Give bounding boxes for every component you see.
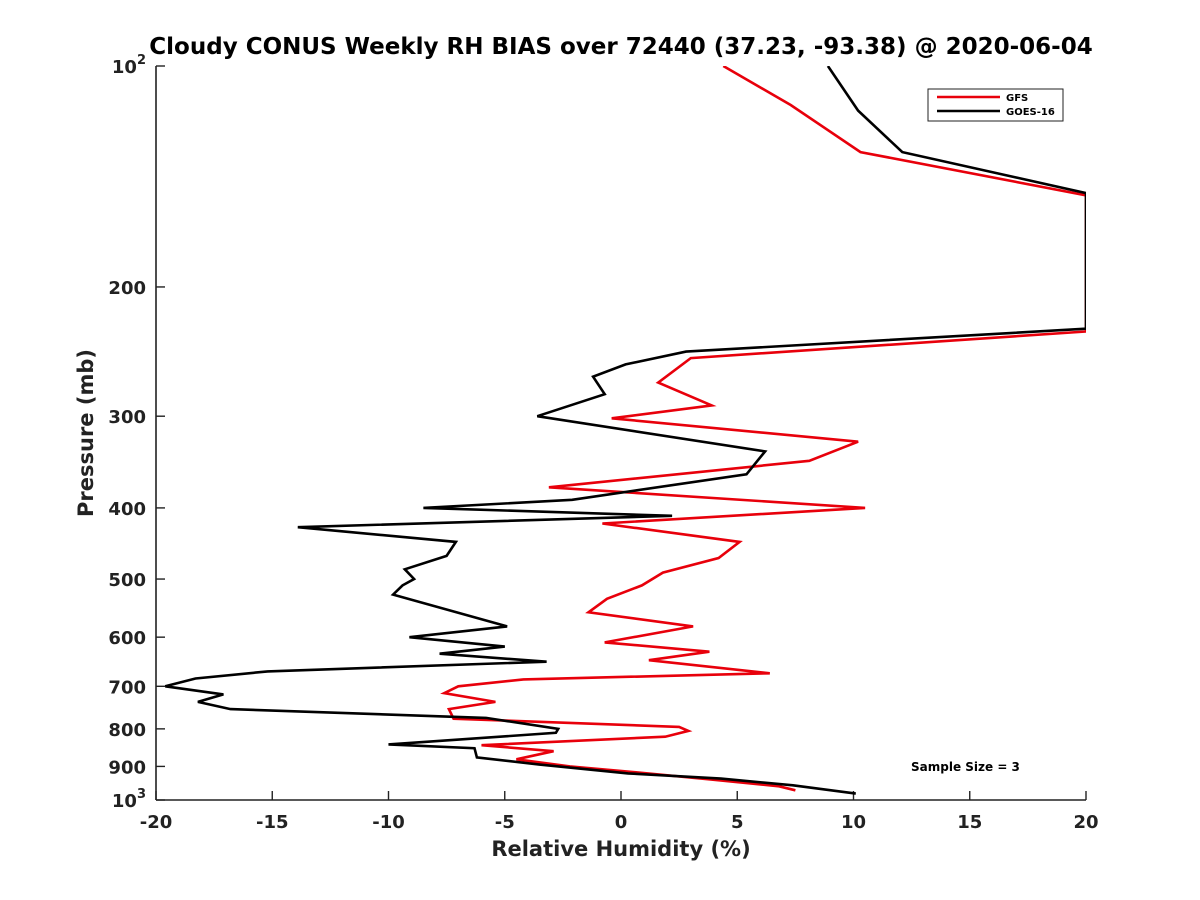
chart-title: Cloudy CONUS Weekly RH BIAS over 72440 (… — [149, 34, 1092, 60]
x-axis: -20 -15 -10 -5 0 5 10 15 20 — [140, 791, 1099, 833]
series-line-goes-16 — [164, 66, 1086, 795]
y-tick-label: 103 — [112, 787, 146, 812]
series-layer — [164, 66, 1086, 795]
x-tick-label: 0 — [615, 812, 628, 833]
legend-box — [927, 88, 1064, 122]
y-tick-label: 900 — [108, 757, 146, 778]
y-tick-label: 200 — [108, 278, 146, 299]
x-tick-label: -15 — [256, 812, 289, 833]
y-tick-label: 500 — [108, 570, 146, 591]
series-line-gfs — [440, 66, 1086, 792]
x-tick-label: -20 — [140, 812, 173, 833]
x-tick-label: 20 — [1073, 812, 1098, 833]
legend-label-goes-16: GOES-16 — [1006, 107, 1055, 118]
x-tick-label: -10 — [372, 812, 405, 833]
x-tick-label: 5 — [731, 812, 744, 833]
y-axis: 102 200 300 400 500 600 700 800 900 103 — [108, 53, 165, 812]
y-tick-label: 600 — [108, 628, 146, 649]
legend-label-gfs: GFS — [1006, 93, 1028, 104]
y-axis-label: Pressure (mb) — [74, 349, 98, 517]
y-tick-label: 300 — [108, 407, 146, 428]
x-tick-label: 10 — [841, 812, 866, 833]
y-tick-label: 102 — [112, 53, 146, 78]
legend: GFS GOES-16 — [927, 88, 1064, 122]
x-tick-label: 15 — [957, 812, 982, 833]
x-tick-label: -5 — [495, 812, 515, 833]
y-tick-label: 800 — [108, 720, 146, 741]
y-tick-label: 700 — [108, 677, 146, 698]
y-tick-label: 400 — [108, 499, 146, 520]
sample-size-annotation: Sample Size = 3 — [911, 760, 1020, 774]
x-axis-label: Relative Humidity (%) — [491, 837, 750, 861]
